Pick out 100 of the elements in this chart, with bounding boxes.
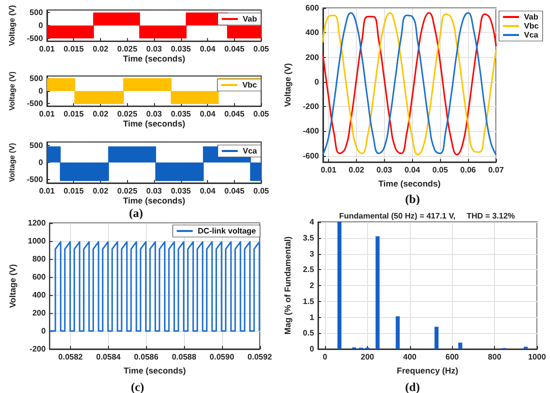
y-tick-label: 600 — [32, 272, 46, 282]
x-tick-label: 0.045 — [224, 44, 245, 54]
y-tick-label: 400 — [32, 290, 46, 300]
x-tick-label: 0.05 — [253, 110, 270, 119]
y-tick-label: 200 — [32, 308, 46, 318]
line-series — [322, 12, 497, 156]
y-tick-label: 2 — [310, 281, 315, 290]
legend-label: Vca — [524, 30, 539, 40]
y-tick-label: -200 — [302, 102, 320, 112]
x-tick-label: 0.0592 — [248, 352, 273, 362]
x-axis-title: Time (seconds) — [122, 118, 186, 128]
y-tick-label: 0 — [38, 158, 44, 167]
bar — [396, 316, 400, 349]
legend-label: Vab — [524, 12, 538, 22]
y-tick-label: 1200 — [28, 218, 46, 228]
x-tick-label: 0.01 — [320, 166, 337, 174]
x-tick-label: 0.03 — [376, 166, 393, 174]
y-tick-label: 0.5 — [302, 328, 315, 338]
y-tick-label: 500 — [30, 74, 44, 84]
x-tick-label: 0.03 — [146, 110, 162, 119]
y-tick-label: 1.5 — [302, 296, 315, 306]
x-tick-label: 0.0590 — [210, 352, 235, 362]
y-tick-label: 0 — [310, 344, 315, 354]
y-tick-label: 500 — [30, 8, 44, 18]
y-tick-label: 0 — [38, 86, 44, 96]
x-axis-title: Time (seconds) — [124, 365, 186, 376]
bar — [376, 236, 380, 349]
y-tick-label: -500 — [26, 34, 44, 44]
x-axis-title: Frequency (Hz) — [396, 365, 458, 376]
x-tick-label: 0.045 — [224, 110, 245, 119]
x-tick-label: 600 — [446, 352, 460, 362]
y-tick-label: 800 — [32, 254, 46, 264]
x-tick-label: 0.02 — [92, 44, 109, 54]
x-tick-label: 0.06 — [460, 166, 476, 174]
y-tick-label: 1 — [310, 312, 315, 322]
legend-label: Vca — [242, 146, 258, 156]
x-tick-label: 0.025 — [117, 110, 138, 119]
x-tick-label: 0.015 — [64, 44, 84, 54]
bar — [337, 222, 342, 349]
y-axis-title: Mag (% of Fundamental) — [282, 236, 292, 335]
x-tick-label: 0.02 — [348, 166, 365, 174]
x-tick-label: 0.05 — [253, 44, 270, 54]
legend-label: DC-link voltage — [198, 226, 257, 236]
y-axis-title: Voltage (V) — [8, 264, 18, 308]
x-tick-label: 0.04 — [404, 166, 421, 174]
x-tick-label: 0.02 — [92, 186, 109, 196]
x-tick-label: 400 — [403, 352, 418, 362]
legend-label: Vbc — [242, 80, 258, 90]
y-tick-label: 400 — [306, 28, 320, 38]
y-tick-label: -600 — [302, 151, 320, 160]
y-tick-label: 600 — [306, 4, 320, 12]
bar — [458, 342, 462, 349]
y-tick-label: -500 — [26, 175, 44, 184]
x-tick-label: 0.015 — [64, 110, 84, 119]
x-tick-label: 0.04 — [200, 186, 216, 196]
x-tick-label: 0.01 — [39, 110, 56, 119]
x-tick-label: 0.045 — [224, 186, 245, 196]
x-tick-label: 0.07 — [488, 166, 504, 174]
x-tick-label: 0.0584 — [96, 352, 122, 362]
x-tick-label: 0.035 — [170, 44, 192, 54]
y-tick-label: 500 — [30, 140, 44, 150]
x-tick-label: 0 — [322, 352, 328, 362]
legend-label: Vab — [242, 14, 258, 24]
x-tick-label: 0.0588 — [172, 352, 197, 362]
x-tick-label: 200 — [360, 352, 375, 362]
x-tick-label: 0.02 — [92, 110, 109, 119]
y-tick-label: -200 — [30, 344, 46, 354]
y-tick-label: 0 — [314, 77, 320, 86]
y-tick-label: 3.5 — [302, 233, 315, 242]
x-tick-label: 0.03 — [146, 186, 162, 196]
y-tick-label: 1000 — [28, 236, 46, 246]
x-tick-label: 0.0586 — [134, 352, 159, 362]
y-tick-label: -400 — [302, 126, 320, 136]
x-tick-label: 0.015 — [64, 186, 84, 196]
x-tick-label: 0.0582 — [58, 352, 84, 362]
x-tick-label: 1000 — [528, 352, 546, 362]
y-tick-label: 4 — [310, 218, 315, 226]
x-tick-label: 0.04 — [200, 110, 216, 119]
y-axis-title: Voltage (V) — [282, 62, 292, 107]
x-axis-title: Time (seconds) — [122, 195, 186, 206]
x-axis-title: Time (seconds) — [378, 178, 441, 188]
x-tick-label: 0.05 — [253, 186, 270, 196]
x-tick-label: 0.025 — [117, 44, 138, 54]
x-tick-label: 0.03 — [146, 44, 162, 54]
x-tick-label: 800 — [488, 352, 502, 362]
x-tick-label: 0.035 — [170, 110, 192, 119]
x-tick-label: 0.01 — [39, 186, 56, 196]
y-tick-label: -500 — [26, 99, 44, 108]
x-tick-label: 0.04 — [200, 44, 216, 54]
y-tick-label: 0 — [38, 21, 44, 30]
x-axis-title: Time (seconds) — [122, 54, 186, 64]
x-tick-label: 0.05 — [432, 166, 448, 174]
y-tick-label: 200 — [306, 52, 320, 62]
y-tick-label: 2.5 — [302, 265, 315, 274]
y-tick-label: 0 — [41, 326, 46, 336]
legend-label: Vbc — [524, 22, 540, 30]
x-tick-label: 0.025 — [117, 186, 138, 196]
y-tick-label: 3 — [310, 249, 315, 258]
x-tick-label: 0.035 — [170, 186, 192, 196]
x-tick-label: 0.01 — [39, 44, 56, 54]
